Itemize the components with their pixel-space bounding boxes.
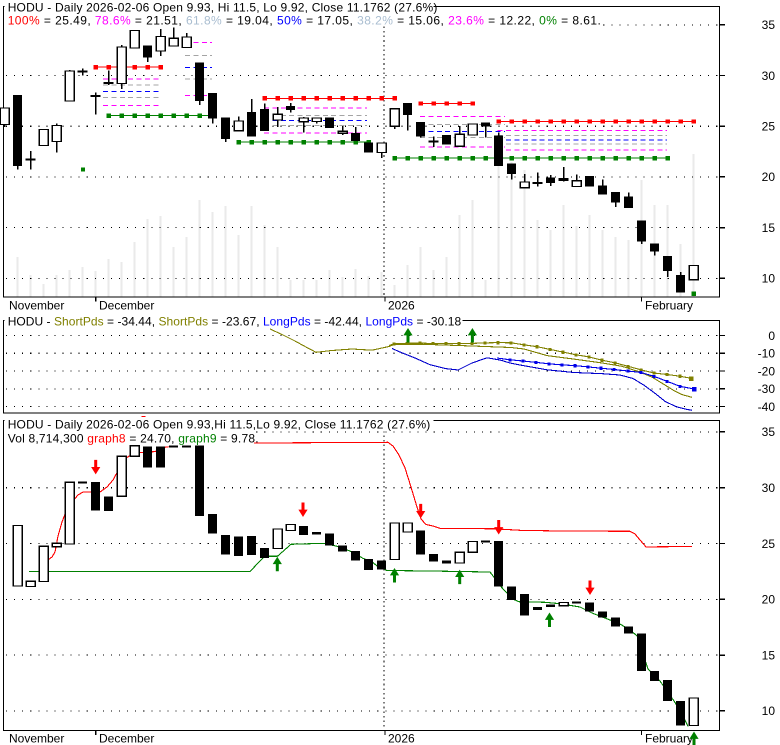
svg-text:100% = 25.49, 78.6% = 21.51, 6: 100% = 25.49, 78.6% = 21.51, 61.8% = 19.… bbox=[8, 14, 602, 28]
svg-text:35: 35 bbox=[762, 425, 776, 439]
svg-text:2026: 2026 bbox=[388, 298, 415, 312]
svg-text:20: 20 bbox=[762, 170, 776, 184]
svg-text:-20: -20 bbox=[758, 364, 776, 378]
svg-text:15: 15 bbox=[762, 221, 776, 235]
svg-text:HODU - Daily 2026-02-06 Open 9: HODU - Daily 2026-02-06 Open 9.93, Hi 11… bbox=[8, 1, 438, 15]
svg-text:HODU - ShortPds = -34.44, Shor: HODU - ShortPds = -34.44, ShortPds = -23… bbox=[8, 314, 462, 328]
svg-text:10: 10 bbox=[762, 704, 776, 718]
svg-text:February: February bbox=[645, 298, 693, 312]
svg-text:35: 35 bbox=[762, 18, 776, 32]
svg-text:10: 10 bbox=[762, 272, 776, 286]
svg-text:February: February bbox=[645, 731, 693, 745]
svg-text:25: 25 bbox=[762, 537, 776, 551]
svg-text:25: 25 bbox=[762, 120, 776, 134]
svg-text:-10: -10 bbox=[758, 347, 776, 361]
svg-text:November: November bbox=[9, 298, 64, 312]
svg-text:20: 20 bbox=[762, 593, 776, 607]
svg-text:0: 0 bbox=[768, 329, 775, 343]
svg-text:30: 30 bbox=[762, 481, 776, 495]
svg-text:November: November bbox=[9, 731, 64, 745]
svg-text:2026: 2026 bbox=[388, 731, 415, 745]
svg-text:December: December bbox=[99, 298, 154, 312]
svg-text:-30: -30 bbox=[758, 382, 776, 396]
svg-text:Vol 8,714,300 graph8 = 24.70,: Vol 8,714,300 graph8 = 24.70, graph9 = 9… bbox=[8, 431, 259, 445]
svg-text:HODU - Daily 2026-02-06 Open 9: HODU - Daily 2026-02-06 Open 9.93,Hi 11.… bbox=[8, 417, 431, 431]
svg-text:December: December bbox=[99, 731, 154, 745]
svg-text:-40: -40 bbox=[758, 400, 776, 414]
svg-text:30: 30 bbox=[762, 69, 776, 83]
svg-text:15: 15 bbox=[762, 648, 776, 662]
